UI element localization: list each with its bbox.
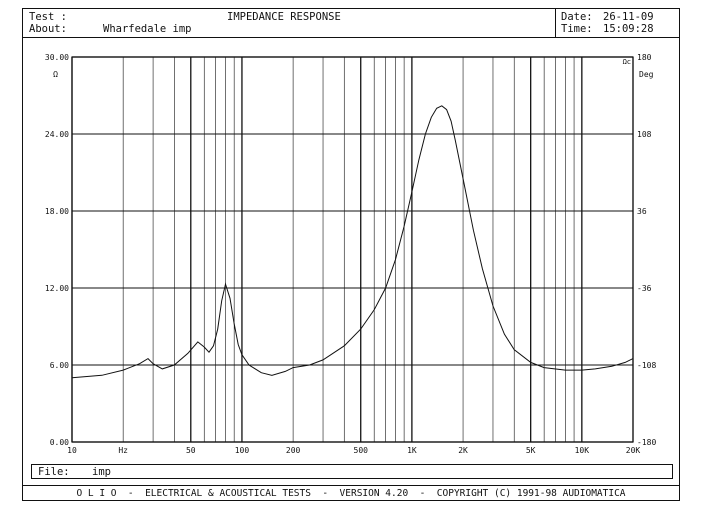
y-tick-label: 12.00 — [45, 284, 69, 293]
x-tick-label: 1K — [407, 446, 417, 455]
y2-tick-label: 180 — [637, 53, 652, 62]
test-value: IMPEDANCE RESPONSE — [227, 11, 341, 23]
time-value: 15:09:28 — [603, 23, 654, 35]
chart-frame: Test : IMPEDANCE RESPONSE About: Wharfed… — [22, 8, 680, 501]
time-label: Time: — [561, 23, 593, 35]
y-tick-label: 24.00 — [45, 130, 69, 139]
y2-tick-label: 108 — [637, 130, 652, 139]
x-tick-label: 5K — [526, 446, 536, 455]
date-value: 26-11-09 — [603, 11, 654, 23]
test-label: Test : — [29, 11, 67, 23]
about-value: Wharfedale imp — [103, 23, 192, 35]
y-tick-label: 6.00 — [50, 361, 69, 370]
y-axis-unit: Ω — [53, 70, 58, 79]
x-tick-label: 500 — [354, 446, 369, 455]
impedance-curve — [71, 105, 634, 379]
y2-axis-unit: Deg — [639, 70, 654, 79]
file-value: imp — [92, 466, 111, 478]
y-tick-label: 0.00 — [50, 438, 69, 447]
x-tick-label: Hz — [118, 446, 128, 455]
y-tick-label: 18.00 — [45, 207, 69, 216]
impedance-chart: 0.00 6.00 12.00 18.00 24.00 30.00 Ω -180 -108 -36… — [45, 53, 657, 455]
x-tick-label: 200 — [286, 446, 301, 455]
date-label: Date: — [561, 11, 593, 23]
x-tick-label: 10K — [575, 446, 590, 455]
header-divider — [555, 9, 556, 37]
footer-banner: O L I O - ELECTRICAL & ACOUSTICAL TESTS … — [23, 485, 679, 501]
file-bar: File: imp — [31, 464, 673, 479]
x-tick-label: 20K — [626, 446, 641, 455]
y-tick-label: 30.00 — [45, 53, 69, 62]
x-tick-label: 10 — [67, 446, 77, 455]
x-tick-label: 50 — [186, 446, 196, 455]
about-label: About: — [29, 23, 67, 35]
plot-border — [71, 56, 634, 443]
y2-tick-label: -36 — [637, 284, 652, 293]
x-tick-label: 100 — [235, 446, 250, 455]
y2-tick-label: 36 — [637, 207, 647, 216]
x-tick-label: 2K — [458, 446, 468, 455]
header-panel: Test : IMPEDANCE RESPONSE About: Wharfed… — [23, 9, 679, 38]
y2-unit-tag: Ωc — [623, 58, 631, 66]
y2-tick-label: -108 — [637, 361, 656, 370]
y2-tick-label: -180 — [637, 438, 656, 447]
file-label: File: — [38, 466, 70, 478]
